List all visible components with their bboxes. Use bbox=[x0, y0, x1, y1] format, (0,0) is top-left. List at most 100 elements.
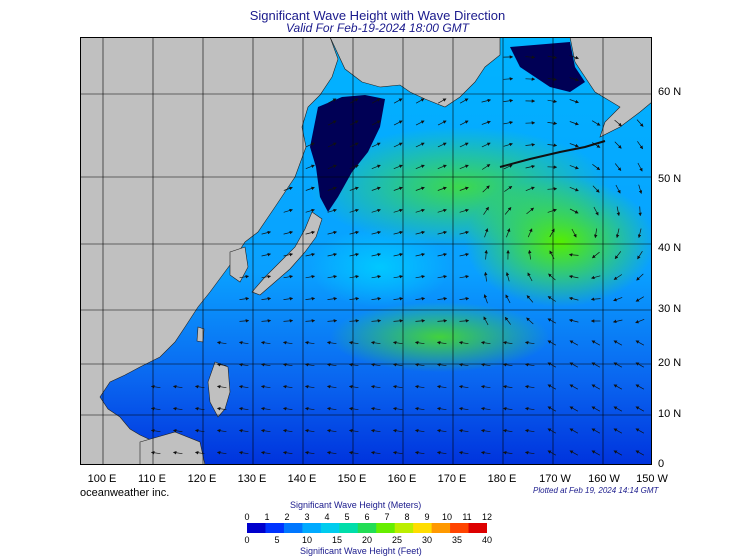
wave-direction-arrow bbox=[635, 428, 645, 434]
wave-direction-arrow bbox=[327, 208, 337, 213]
wave-direction-arrow bbox=[481, 142, 491, 148]
lat-label-10n: 10 N bbox=[658, 408, 682, 420]
grid-lines bbox=[80, 37, 652, 465]
wave-direction-arrow bbox=[437, 164, 447, 170]
wave-direction-arrow bbox=[327, 297, 338, 301]
wave-direction-arrow bbox=[526, 317, 534, 325]
wave-direction-arrow bbox=[481, 120, 491, 125]
wave-direction-arrow bbox=[326, 407, 337, 411]
lat-label-20n: 20 N bbox=[658, 357, 682, 369]
wave-direction-arrow bbox=[527, 228, 533, 238]
colorbar-segment bbox=[431, 523, 451, 533]
wave-direction-arrow bbox=[525, 164, 536, 169]
wave-direction-arrow bbox=[637, 141, 644, 150]
wave-direction-arrow bbox=[393, 297, 404, 301]
feet-tick: 35 bbox=[451, 535, 462, 545]
wave-direction-arrow bbox=[482, 185, 490, 193]
wave-direction-arrow bbox=[459, 120, 469, 126]
wave-direction-arrow bbox=[437, 142, 447, 148]
wave-direction-arrow bbox=[591, 251, 600, 259]
wave-direction-arrow bbox=[568, 296, 579, 301]
wave-direction-arrow bbox=[615, 184, 621, 194]
feet-tick: 20 bbox=[361, 535, 372, 545]
wave-direction-arrow bbox=[348, 363, 359, 367]
wave-direction-arrow bbox=[503, 142, 513, 147]
wave-direction-arrow bbox=[172, 429, 183, 433]
wave-direction-arrow bbox=[484, 271, 488, 282]
wave-direction-arrow bbox=[590, 297, 601, 301]
wave-direction-arrow bbox=[415, 319, 426, 323]
wave-direction-arrow bbox=[327, 230, 338, 235]
wave-direction-arrow bbox=[326, 341, 337, 345]
wave-direction-arrow bbox=[415, 164, 425, 170]
wave-direction-arrow bbox=[504, 316, 511, 325]
wave-direction-arrow bbox=[637, 251, 643, 260]
wave-direction-arrow bbox=[613, 428, 623, 434]
wave-direction-arrow bbox=[371, 164, 381, 170]
lon-label-110e: 110 E bbox=[138, 473, 166, 485]
wave-direction-arrow bbox=[480, 363, 491, 367]
colorbar-segment bbox=[283, 523, 303, 533]
wave-direction-arrow bbox=[569, 121, 579, 126]
wave-direction-arrow bbox=[569, 165, 579, 170]
wave-direction-arrow bbox=[238, 407, 249, 411]
wave-direction-arrow bbox=[502, 451, 513, 455]
sea-ice-bering bbox=[510, 42, 585, 92]
wave-direction-arrow bbox=[483, 316, 489, 326]
wave-direction-arrow bbox=[261, 297, 272, 301]
wave-direction-arrow bbox=[436, 429, 447, 433]
wave-direction-arrow bbox=[371, 274, 382, 279]
wave-direction-arrow bbox=[458, 363, 469, 367]
wave-direction-arrow bbox=[569, 99, 579, 104]
wave-direction-arrow bbox=[526, 207, 535, 215]
wave-direction-arrow bbox=[327, 98, 337, 104]
wave-direction-arrow bbox=[327, 142, 337, 148]
wave-direction-arrow bbox=[569, 450, 579, 456]
wave-direction-arrow bbox=[370, 385, 381, 389]
wave-direction-arrow bbox=[437, 230, 448, 235]
wave-direction-arrow bbox=[569, 362, 579, 368]
wave-direction-arrow bbox=[371, 319, 382, 323]
wave-direction-arrow bbox=[547, 406, 557, 412]
wave-direction-arrow bbox=[524, 385, 535, 389]
wave-direction-arrow bbox=[480, 385, 491, 389]
wave-direction-arrow bbox=[305, 208, 315, 213]
wave-direction-arrow bbox=[614, 141, 622, 149]
wave-direction-arrow bbox=[547, 450, 557, 456]
lat-label-30n: 30 N bbox=[658, 303, 682, 315]
wave-direction-arrow bbox=[283, 230, 294, 235]
wave-direction-arrow bbox=[414, 341, 425, 345]
wave-direction-arrow bbox=[568, 274, 579, 279]
meters-tick: 8 bbox=[404, 512, 410, 522]
wave-direction-arrow bbox=[370, 407, 381, 411]
wave-direction-arrow bbox=[371, 98, 381, 104]
wave-direction-arrow bbox=[613, 384, 623, 390]
wave-direction-arrow bbox=[283, 297, 294, 301]
wave-direction-arrow bbox=[635, 450, 645, 456]
legend-colorbar bbox=[247, 523, 487, 533]
wave-direction-arrow bbox=[569, 77, 579, 82]
wave-direction-arrow bbox=[437, 319, 448, 323]
colorbar-segment bbox=[302, 523, 322, 533]
meters-tick: 2 bbox=[284, 512, 290, 522]
wave-direction-arrow bbox=[194, 407, 205, 411]
wave-direction-arrow bbox=[414, 451, 425, 455]
wave-direction-arrow bbox=[349, 164, 359, 170]
wave-direction-arrow bbox=[459, 98, 469, 104]
wave-direction-arrow bbox=[415, 274, 426, 279]
wave-direction-arrow bbox=[506, 228, 511, 238]
wave-direction-arrow bbox=[371, 252, 382, 257]
wave-direction-arrow bbox=[593, 206, 599, 216]
wave-direction-arrow bbox=[614, 119, 622, 127]
wave-direction-arrow bbox=[483, 294, 488, 304]
wave-direction-arrow bbox=[415, 98, 425, 104]
high-wave-zone-south bbox=[330, 302, 550, 372]
wave-direction-arrow bbox=[458, 341, 469, 345]
wave-direction-arrow bbox=[392, 363, 403, 367]
credit-text: oceanweather inc. bbox=[80, 487, 170, 499]
wave-direction-arrow bbox=[392, 451, 403, 455]
wave-direction-arrow bbox=[349, 186, 359, 191]
wave-direction-arrow bbox=[371, 230, 382, 235]
feet-tick: 5 bbox=[274, 535, 280, 545]
wave-direction-arrow bbox=[283, 319, 294, 323]
